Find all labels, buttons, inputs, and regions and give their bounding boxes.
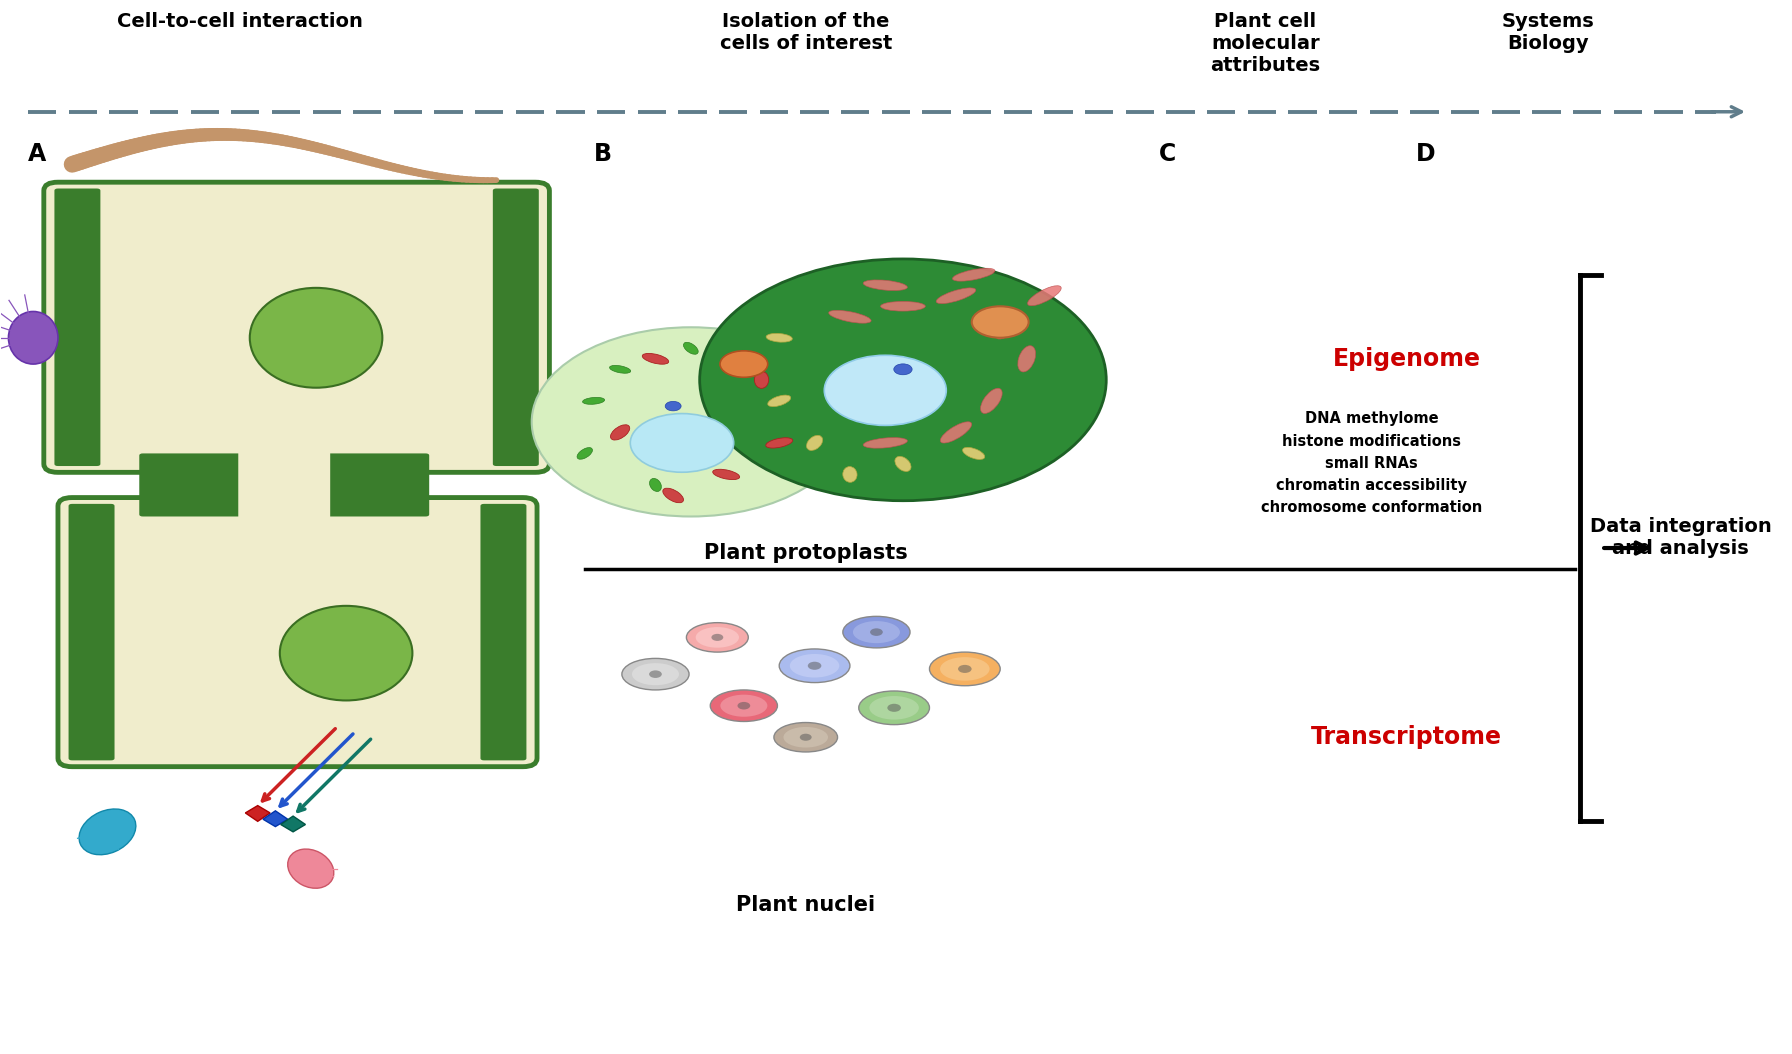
FancyBboxPatch shape: [140, 453, 244, 516]
Ellipse shape: [582, 397, 604, 405]
FancyBboxPatch shape: [43, 182, 550, 472]
FancyBboxPatch shape: [493, 189, 539, 466]
Text: C: C: [1159, 142, 1177, 165]
Text: A: A: [29, 142, 47, 165]
Ellipse shape: [869, 696, 919, 720]
Circle shape: [665, 402, 681, 411]
Ellipse shape: [9, 312, 57, 364]
Ellipse shape: [971, 307, 1029, 337]
Text: DNA methylome
histone modifications
small RNAs
chromatin accessibility
chromosom: DNA methylome histone modifications smal…: [1262, 411, 1482, 515]
Circle shape: [871, 628, 883, 636]
Circle shape: [887, 704, 901, 711]
Ellipse shape: [713, 469, 740, 480]
Text: Cell-to-cell interaction: Cell-to-cell interaction: [116, 12, 364, 31]
FancyBboxPatch shape: [480, 504, 527, 760]
Polygon shape: [246, 805, 271, 821]
Ellipse shape: [609, 366, 631, 373]
Ellipse shape: [930, 652, 1000, 686]
Ellipse shape: [864, 437, 907, 448]
Circle shape: [799, 734, 812, 741]
Ellipse shape: [765, 437, 792, 448]
Ellipse shape: [842, 467, 857, 483]
Ellipse shape: [953, 269, 995, 281]
Ellipse shape: [828, 310, 871, 324]
Text: Plant protoplasts: Plant protoplasts: [704, 543, 907, 563]
Ellipse shape: [280, 606, 412, 701]
Ellipse shape: [622, 659, 690, 690]
Ellipse shape: [790, 653, 839, 678]
Ellipse shape: [864, 280, 907, 291]
Ellipse shape: [631, 413, 733, 472]
FancyBboxPatch shape: [54, 189, 100, 466]
Ellipse shape: [858, 691, 930, 725]
Ellipse shape: [289, 850, 333, 889]
Ellipse shape: [806, 435, 823, 450]
Ellipse shape: [577, 448, 593, 460]
Ellipse shape: [824, 355, 946, 426]
Text: Systems
Biology: Systems Biology: [1502, 12, 1595, 53]
Text: B: B: [593, 142, 611, 165]
Ellipse shape: [720, 351, 767, 377]
Ellipse shape: [1018, 346, 1036, 372]
Ellipse shape: [783, 727, 828, 747]
Circle shape: [808, 662, 821, 669]
Ellipse shape: [663, 488, 683, 503]
Text: Epigenome: Epigenome: [1333, 347, 1480, 371]
Ellipse shape: [774, 723, 837, 752]
Ellipse shape: [962, 447, 986, 460]
Ellipse shape: [1027, 286, 1061, 306]
Ellipse shape: [780, 649, 849, 683]
Circle shape: [532, 328, 849, 516]
Ellipse shape: [686, 623, 749, 652]
Ellipse shape: [642, 353, 668, 365]
FancyBboxPatch shape: [68, 504, 115, 760]
Ellipse shape: [941, 422, 971, 443]
Ellipse shape: [767, 333, 792, 343]
Text: Plant cell
molecular
attributes: Plant cell molecular attributes: [1210, 12, 1321, 75]
Ellipse shape: [941, 657, 989, 681]
Ellipse shape: [980, 388, 1002, 413]
Text: Transcriptome: Transcriptome: [1312, 725, 1502, 749]
Ellipse shape: [842, 617, 910, 648]
Circle shape: [649, 670, 661, 678]
Circle shape: [959, 665, 971, 672]
Polygon shape: [263, 811, 289, 826]
Text: Plant nuclei: Plant nuclei: [737, 896, 874, 916]
Ellipse shape: [880, 301, 925, 311]
Ellipse shape: [754, 371, 769, 388]
Circle shape: [711, 633, 724, 641]
Text: Isolation of the
cells of interest: Isolation of the cells of interest: [720, 12, 892, 53]
Ellipse shape: [79, 809, 136, 855]
FancyBboxPatch shape: [238, 449, 330, 521]
Polygon shape: [281, 816, 305, 832]
Ellipse shape: [683, 343, 699, 354]
Text: Data integration
and analysis: Data integration and analysis: [1590, 518, 1772, 558]
Ellipse shape: [710, 690, 778, 722]
Ellipse shape: [249, 288, 382, 388]
Ellipse shape: [853, 621, 900, 643]
Ellipse shape: [894, 456, 910, 471]
Text: D: D: [1416, 142, 1435, 165]
Circle shape: [894, 364, 912, 375]
Circle shape: [738, 702, 751, 709]
Circle shape: [699, 259, 1106, 501]
Ellipse shape: [649, 479, 661, 491]
Ellipse shape: [695, 627, 738, 647]
Ellipse shape: [633, 663, 679, 685]
Ellipse shape: [720, 695, 767, 717]
Ellipse shape: [611, 425, 629, 440]
Ellipse shape: [996, 315, 1021, 339]
Ellipse shape: [767, 395, 790, 407]
FancyBboxPatch shape: [57, 497, 538, 766]
Ellipse shape: [935, 288, 977, 304]
FancyBboxPatch shape: [324, 453, 430, 516]
